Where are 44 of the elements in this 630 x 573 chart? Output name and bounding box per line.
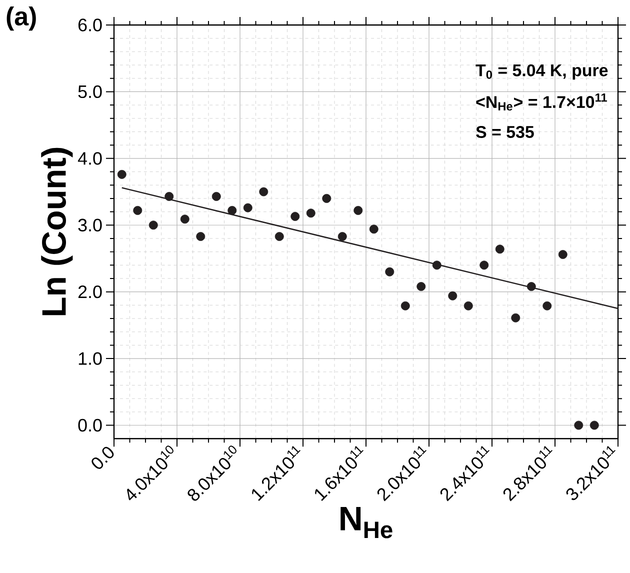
point bbox=[306, 208, 316, 218]
point bbox=[448, 291, 458, 300]
y-tick-label: 2.0 bbox=[78, 285, 102, 298]
point bbox=[464, 301, 473, 310]
y-tick-label: 6.0 bbox=[78, 18, 102, 32]
point bbox=[322, 194, 332, 203]
point bbox=[400, 301, 410, 310]
point bbox=[480, 260, 489, 270]
point bbox=[290, 212, 300, 221]
y-tick-label: 5.0 bbox=[78, 85, 102, 98]
point bbox=[196, 232, 206, 241]
text: (a) bbox=[6, 6, 36, 31]
point bbox=[259, 187, 268, 196]
annotation: <N$_{He}$> = 1.7×10$^{11}$ bbox=[476, 93, 607, 111]
point bbox=[495, 244, 504, 254]
point bbox=[511, 313, 520, 322]
point bbox=[432, 260, 442, 270]
point bbox=[526, 282, 536, 291]
y-tick-label: 3.0 bbox=[78, 218, 102, 232]
point bbox=[385, 267, 394, 276]
point bbox=[243, 203, 252, 212]
point bbox=[416, 282, 426, 291]
y-tick-label: 0.0 bbox=[78, 418, 102, 432]
point bbox=[148, 220, 158, 230]
y-tick-label: 1.0 bbox=[78, 352, 102, 365]
point bbox=[590, 420, 599, 430]
point bbox=[117, 170, 126, 179]
x-axis-title: N$_{He}$ bbox=[340, 506, 392, 538]
annotation: T$_{0}$ = 5.04 K, pure bbox=[476, 64, 608, 80]
point bbox=[228, 206, 237, 215]
point bbox=[133, 206, 142, 215]
point bbox=[574, 420, 584, 430]
y-tick-label: 4.0 bbox=[78, 152, 102, 165]
point bbox=[558, 250, 568, 259]
point bbox=[164, 192, 174, 201]
point bbox=[338, 232, 347, 241]
point bbox=[369, 224, 378, 234]
point bbox=[180, 214, 190, 224]
point bbox=[542, 301, 552, 310]
point bbox=[212, 192, 221, 201]
point bbox=[274, 232, 284, 241]
y-axis-title: Ln (Count) bbox=[41, 148, 73, 316]
point bbox=[354, 206, 363, 215]
annotation: S = 535 bbox=[476, 126, 534, 138]
